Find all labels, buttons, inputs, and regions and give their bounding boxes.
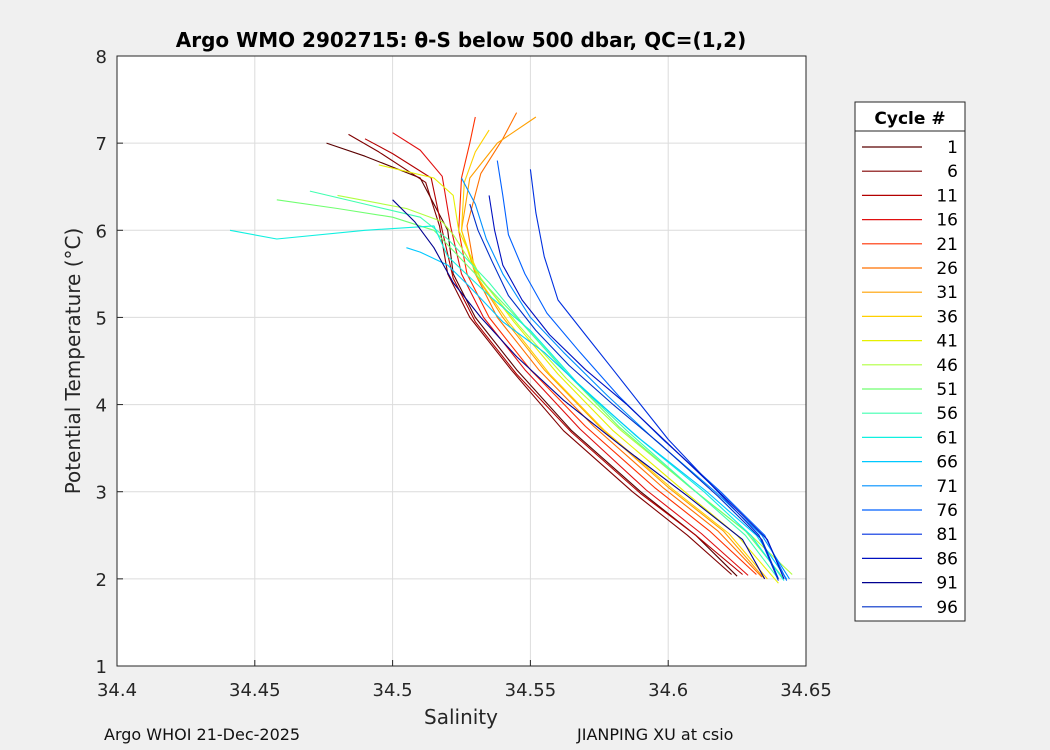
series-line-cycle-91 xyxy=(392,199,766,580)
legend-label-51: 51 xyxy=(936,380,958,400)
series-line-cycle-86 xyxy=(488,195,785,580)
y-tick-label-3: 4 xyxy=(96,396,107,417)
legend-label-41: 41 xyxy=(936,332,958,352)
x-tick-label-4: 34.6 xyxy=(648,680,688,701)
series-line-cycle-96 xyxy=(469,203,779,580)
legend-label-66: 66 xyxy=(936,453,958,473)
series-line-cycle-76 xyxy=(496,160,788,581)
series-line-cycle-16 xyxy=(392,132,749,576)
series-line-cycle-51 xyxy=(276,199,785,580)
series-line-cycle-66 xyxy=(406,247,788,580)
y-tick-label-7: 8 xyxy=(96,47,107,68)
series-line-cycle-31 xyxy=(460,116,766,580)
legend-label-11: 11 xyxy=(936,186,958,206)
series-line-cycle-41 xyxy=(378,164,779,584)
legend-label-61: 61 xyxy=(936,428,958,448)
legend-title: Cycle # xyxy=(874,109,945,129)
series-group xyxy=(229,112,793,584)
legend-label-26: 26 xyxy=(936,259,958,279)
legend-label-31: 31 xyxy=(936,283,958,303)
footer-left: Argo WHOI 21-Dec-2025 xyxy=(104,725,301,744)
legend-label-91: 91 xyxy=(936,574,958,594)
ticks: 34.4 34.45 34.5 34.55 34.6 34.65 1 2 3 4 5 6 7 8 xyxy=(96,47,832,701)
series-line-cycle-36 xyxy=(460,129,768,580)
legend-label-96: 96 xyxy=(936,598,958,618)
series-line-cycle-21 xyxy=(458,116,757,575)
x-axis-label: Salinity xyxy=(424,705,498,729)
legend-label-56: 56 xyxy=(936,404,958,424)
y-tick-label-5: 6 xyxy=(96,221,107,242)
y-tick-label-1: 2 xyxy=(96,570,107,591)
legend-label-21: 21 xyxy=(936,235,958,255)
y-tick-label-4: 5 xyxy=(96,308,107,329)
y-tick-label-0: 1 xyxy=(96,657,107,678)
legend-label-81: 81 xyxy=(936,525,958,545)
legend-label-1: 1 xyxy=(947,138,958,158)
plot-area xyxy=(117,56,806,666)
legend-label-6: 6 xyxy=(947,162,958,182)
y-axis-label: Potential Temperature (°C) xyxy=(61,228,85,495)
series-line-cycle-61 xyxy=(229,225,785,581)
legend-label-16: 16 xyxy=(936,211,958,231)
series-line-cycle-81 xyxy=(529,169,779,581)
footer-right: JIANPING XU at csio xyxy=(577,725,734,744)
y-tick-label-6: 7 xyxy=(96,134,107,155)
chart-title: Argo WMO 2902715: θ-S below 500 dbar, QC… xyxy=(176,28,746,52)
series-line-cycle-71 xyxy=(461,177,790,580)
x-tick-label-5: 34.65 xyxy=(780,680,832,701)
y-tick-label-2: 3 xyxy=(96,483,107,504)
legend-label-46: 46 xyxy=(936,356,958,376)
legend-label-76: 76 xyxy=(936,501,958,521)
legend-label-36: 36 xyxy=(936,307,958,327)
legend-label-86: 86 xyxy=(936,549,958,569)
x-tick-label-2: 34.5 xyxy=(373,680,413,701)
x-tick-label-1: 34.45 xyxy=(229,680,281,701)
x-tick-label-0: 34.4 xyxy=(97,680,137,701)
x-tick-label-3: 34.55 xyxy=(505,680,557,701)
legend: Cycle # 16111621263136414651566166717681… xyxy=(854,101,966,622)
plot-frame xyxy=(116,55,807,667)
legend-label-71: 71 xyxy=(936,477,958,497)
series-line-cycle-26 xyxy=(466,112,763,578)
series-line-cycle-11 xyxy=(364,138,743,575)
